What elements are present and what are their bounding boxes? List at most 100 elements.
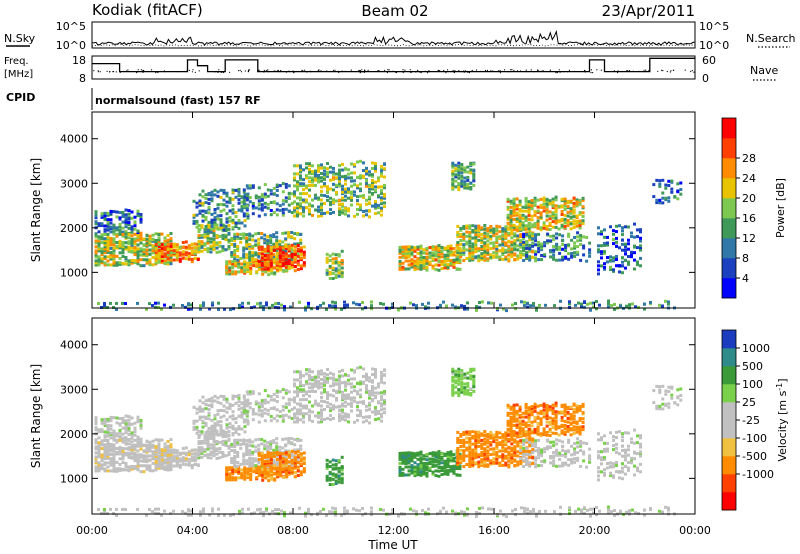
power-cell xyxy=(434,245,438,249)
power-cell xyxy=(280,303,283,307)
power-cell xyxy=(361,307,364,311)
velocity-cell xyxy=(305,380,308,384)
velocity-cell xyxy=(181,447,185,450)
power-cell xyxy=(190,251,194,255)
power-cell xyxy=(323,184,326,188)
power-cell xyxy=(178,259,182,263)
power-cell xyxy=(466,301,469,305)
power-cell xyxy=(566,223,570,227)
power-cell xyxy=(284,252,288,256)
power-cell xyxy=(341,168,344,172)
velocity-cell xyxy=(266,460,270,463)
power-cell xyxy=(344,182,347,186)
power-cell xyxy=(603,251,606,255)
velocity-cell xyxy=(353,396,356,400)
velocity-cell xyxy=(190,452,194,456)
velocity-cell xyxy=(97,430,101,434)
velocity-cell xyxy=(169,438,173,441)
power-cell xyxy=(630,250,633,254)
power-cell xyxy=(317,180,320,184)
velocity-cell xyxy=(124,426,128,430)
power-cell xyxy=(299,198,302,202)
power-cell xyxy=(335,172,338,176)
power-cell xyxy=(456,249,460,252)
nave-point xyxy=(266,70,268,72)
velocity-cell xyxy=(332,404,335,408)
power-cell xyxy=(460,163,464,166)
power-cell xyxy=(225,212,229,216)
velocity-cell xyxy=(293,370,296,374)
power-cell xyxy=(459,255,463,258)
power-cell xyxy=(332,172,335,176)
velocity-cell xyxy=(231,466,235,470)
power-panel-frame xyxy=(91,111,696,309)
power-cell xyxy=(326,174,329,178)
power-cell xyxy=(477,259,481,263)
power-cell xyxy=(209,230,213,234)
power-cell xyxy=(100,249,104,253)
noise-ytick-top-right: 10^5 xyxy=(699,20,729,33)
power-cell xyxy=(243,224,247,228)
nsearch-label: N.Search xyxy=(746,32,796,45)
nave-point xyxy=(484,69,487,72)
velocity-cell xyxy=(206,442,210,446)
power-cell xyxy=(175,250,179,254)
power-cell xyxy=(397,308,400,312)
power-cell xyxy=(636,246,639,250)
velocity-cell xyxy=(257,408,261,412)
velocity-cell xyxy=(234,421,238,424)
velocity-cell xyxy=(139,423,143,427)
power-cell xyxy=(305,174,308,178)
power-cell xyxy=(540,254,544,257)
power-cell xyxy=(407,251,411,255)
power-cell xyxy=(498,235,502,239)
power-cell xyxy=(377,194,380,198)
power-cell xyxy=(130,250,134,253)
velocity-cell xyxy=(121,432,125,436)
power-cell xyxy=(504,257,508,261)
velocity-cell xyxy=(362,380,365,384)
power-cell xyxy=(498,230,502,234)
power-cell xyxy=(199,304,202,308)
power-cell xyxy=(606,260,609,264)
velocity-cell xyxy=(94,467,98,471)
velocity-cell xyxy=(242,394,246,398)
velocity-cell xyxy=(142,470,146,474)
velocity-cell xyxy=(332,382,335,386)
power-cell xyxy=(542,199,546,203)
power-cell xyxy=(549,239,553,243)
nave-point xyxy=(127,69,129,71)
power-cell xyxy=(154,244,158,248)
power-cell xyxy=(210,227,214,231)
velocity-cell xyxy=(267,475,271,479)
power-cell xyxy=(477,238,481,242)
power-cell xyxy=(575,200,579,204)
power-cell xyxy=(579,234,583,237)
velocity-cell xyxy=(106,454,110,458)
velocity-cell xyxy=(275,461,279,465)
velocity-cell xyxy=(246,398,250,402)
power-cell xyxy=(340,271,344,275)
power-cell xyxy=(578,199,582,202)
power-cell xyxy=(242,202,246,206)
power-cell xyxy=(253,305,256,309)
power-cell xyxy=(536,219,540,223)
power-cell xyxy=(474,224,478,228)
power-cell xyxy=(290,243,294,247)
velocity-cell xyxy=(245,439,249,443)
velocity-cell xyxy=(353,399,356,403)
velocity-cell xyxy=(204,424,208,427)
power-cell xyxy=(359,189,362,193)
power-cell xyxy=(275,239,279,243)
power-cell xyxy=(545,211,549,214)
power-cell xyxy=(157,301,160,305)
power-cell xyxy=(454,185,458,189)
velocity-cell xyxy=(302,374,305,378)
power-cell xyxy=(118,222,122,226)
nave-point xyxy=(492,70,494,72)
power-cell xyxy=(127,232,131,236)
power-cell xyxy=(213,216,217,220)
power-cell xyxy=(471,236,475,240)
power-cell xyxy=(516,248,520,252)
velocity-cell xyxy=(239,462,243,466)
